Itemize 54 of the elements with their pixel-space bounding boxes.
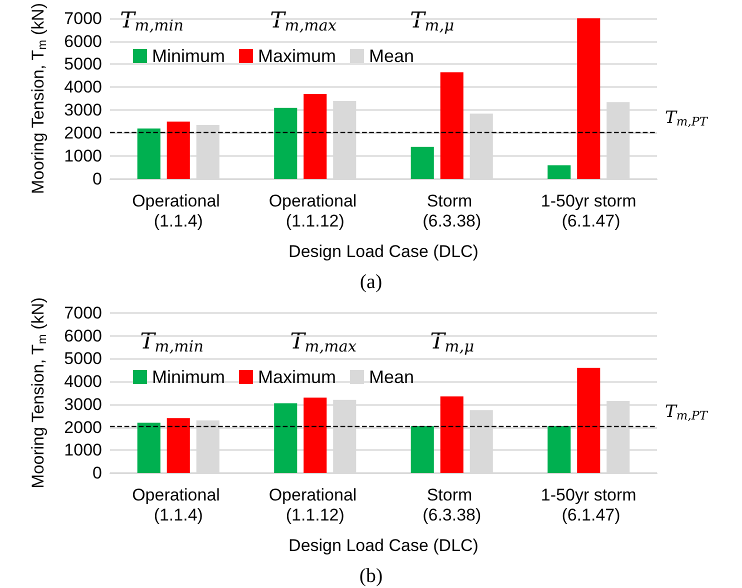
x-axis-title: Design Load Case (DLC): [288, 242, 478, 261]
bar: [137, 422, 160, 473]
x-tick-label: Operational (1.1.12): [268, 486, 362, 524]
bar: [274, 108, 298, 179]
y-tick-label: 7000: [64, 8, 102, 28]
bar: [577, 368, 600, 473]
bar: [440, 396, 464, 473]
legend-label: Minimum: [152, 46, 226, 66]
ref-line-label: Tm,PT: [665, 402, 708, 423]
legend-label: Maximum: [258, 46, 336, 66]
bar: [440, 72, 464, 179]
y-tick-label: 1000: [64, 440, 102, 460]
y-tick-label: 1000: [64, 146, 102, 166]
text: (b): [359, 565, 383, 587]
legend-label: Mean: [369, 367, 414, 387]
x-tick-label: Operational (1.1.12): [268, 192, 362, 230]
bar: [274, 403, 298, 473]
bar: [304, 398, 327, 473]
x-tick-label: 1-50yr storm (6.1.47): [540, 486, 636, 524]
bar: [577, 18, 600, 179]
y-tick-label: 4000: [64, 78, 102, 97]
bar: [548, 165, 571, 179]
bar: [166, 122, 190, 179]
bar: [410, 146, 434, 179]
legend-label: Maximum: [258, 367, 336, 387]
x-tick-label: 1-50yr storm (6.1.47): [540, 192, 636, 230]
x-tick-label: Operational (1.1.4): [132, 486, 225, 524]
y-tick-label: 6000: [64, 326, 102, 346]
y-tick-label: 4000: [64, 372, 102, 392]
x-tick-label: Storm (6.3.38): [422, 192, 482, 230]
y-tick-label: 3000: [64, 394, 102, 414]
y-tick-label: 2000: [64, 418, 102, 437]
y-tick-label: 2000: [64, 124, 102, 143]
y-tick-label: 5000: [64, 54, 102, 74]
ref-line-label: Tm,PT: [665, 108, 708, 128]
y-tick-label: 0: [92, 464, 102, 482]
legend-label: Minimum: [152, 367, 226, 387]
bar: [304, 94, 327, 179]
y-tick-label: 6000: [64, 32, 102, 51]
y-tick-label: 5000: [64, 349, 102, 368]
y-tick-label: 7000: [64, 304, 102, 322]
bar: [137, 128, 160, 179]
y-tick-label: 3000: [64, 100, 102, 120]
y-tick-label: 0: [92, 170, 102, 188]
x-tick-label: Operational (1.1.4): [132, 192, 225, 230]
bar: [166, 418, 190, 473]
y-axis-title: Mooring Tension, Tm (kN): [28, 2, 49, 194]
y-axis-title: Mooring Tension, Tm (kN): [28, 297, 49, 488]
bar: [548, 426, 571, 473]
bar: [410, 426, 434, 473]
legend-label: Mean: [369, 46, 414, 66]
text: (a): [360, 271, 382, 293]
x-axis-title: Design Load Case (DLC): [288, 536, 478, 555]
x-tick-label: Storm (6.3.38): [422, 486, 482, 524]
